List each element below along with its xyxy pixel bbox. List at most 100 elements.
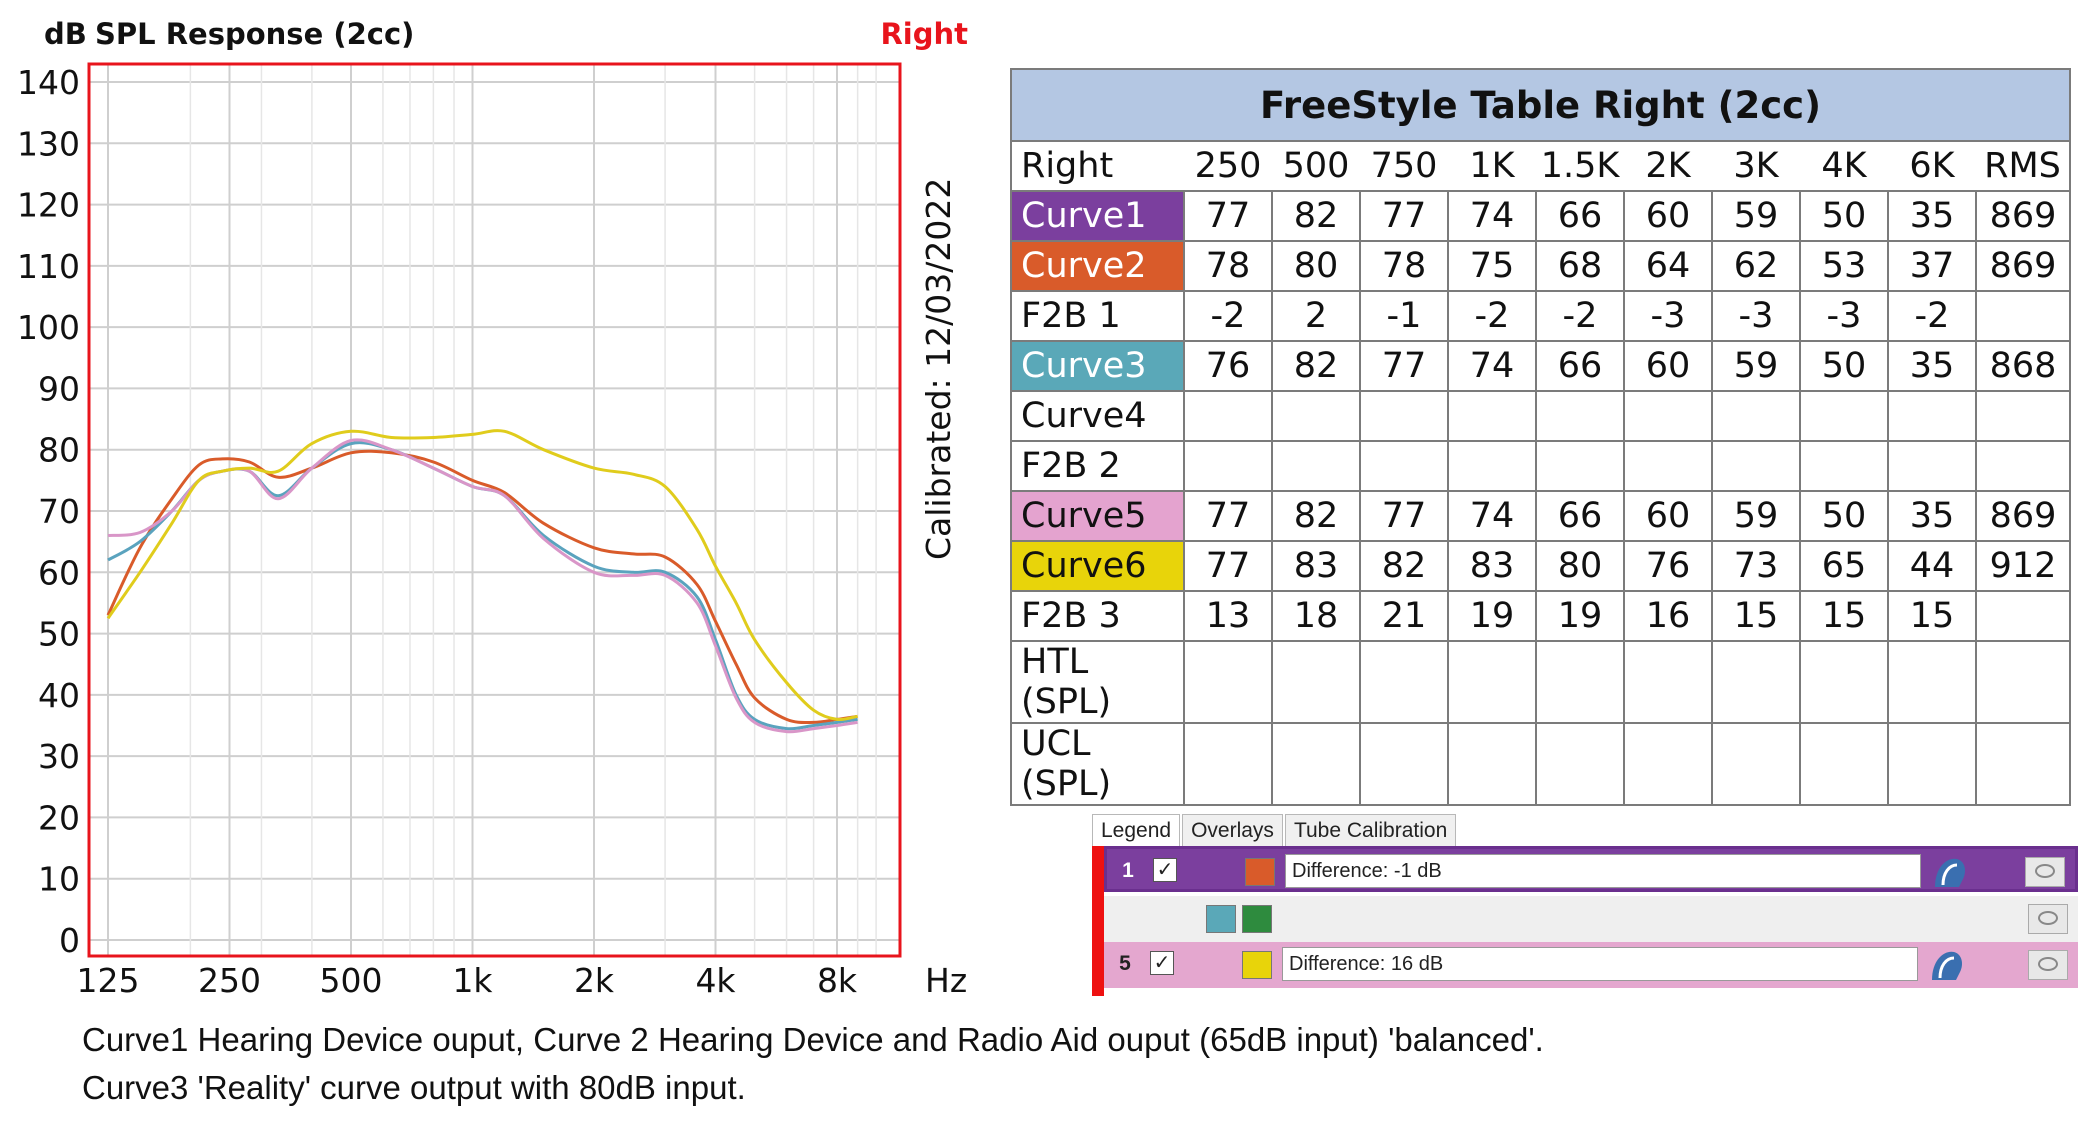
table-cell xyxy=(1711,722,1801,806)
legend-row-number: 5 xyxy=(1119,952,1131,975)
table-cell xyxy=(1799,640,1889,724)
table-cell: 62 xyxy=(1711,240,1801,292)
table-cell: 59 xyxy=(1711,490,1801,542)
table-row-label: Curve1 xyxy=(1010,190,1185,242)
y-tick-label: 140 xyxy=(17,63,80,102)
speech-bubble-icon xyxy=(2038,911,2058,925)
table-cell: 65 xyxy=(1799,540,1889,592)
table-cell: 82 xyxy=(1359,540,1449,592)
table-cell xyxy=(1447,722,1537,806)
legend-color-swatch[interactable] xyxy=(1206,905,1236,933)
table-cell xyxy=(1623,722,1713,806)
series-line-1 xyxy=(106,449,858,725)
table-cell: 60 xyxy=(1623,340,1713,392)
table-row: Curve5 77 82 77 74 66 60 59 50 35 869 xyxy=(1010,490,2071,542)
table-cell xyxy=(1183,640,1273,724)
legend-color-swatch[interactable] xyxy=(1242,951,1272,979)
table-column-header: 500 xyxy=(1272,140,1360,192)
table-cell: 868 xyxy=(1975,340,2071,392)
table-cell: 77 xyxy=(1359,490,1449,542)
table-column-header: 2K xyxy=(1624,140,1712,192)
legend-row-checkbox[interactable]: ✓ xyxy=(1150,951,1174,975)
table-cell xyxy=(1799,390,1889,442)
legend-comment-button[interactable] xyxy=(2028,950,2068,980)
table-cell: 80 xyxy=(1271,240,1361,292)
table-cell: 78 xyxy=(1359,240,1449,292)
table-cell: 869 xyxy=(1975,190,2071,242)
table-cell xyxy=(1623,640,1713,724)
table-cell: 77 xyxy=(1183,540,1273,592)
table-cell xyxy=(1623,440,1713,492)
table-cell: 18 xyxy=(1271,590,1361,642)
table-header-row: Right 250 500 750 1K 1.5K 2K 3K 4K 6K RMS xyxy=(1010,140,2071,192)
x-tick-label: 1k xyxy=(452,961,493,1000)
table-cell xyxy=(1711,440,1801,492)
table-row: Curve3 76 82 77 74 66 60 59 50 35 868 xyxy=(1010,340,2071,392)
legend-body: 1 ✓ Difference: -1 dB 5 ✓ Difference: 16… xyxy=(1092,846,2078,996)
table-cell xyxy=(1447,440,1537,492)
table-column-header: 4K xyxy=(1800,140,1888,192)
legend-row-5[interactable]: 5 ✓ Difference: 16 dB xyxy=(1104,942,2078,988)
table-cell: 19 xyxy=(1447,590,1537,642)
x-tick-label: 2k xyxy=(574,961,615,1000)
y-tick-label: 50 xyxy=(38,615,80,654)
table-cell: 74 xyxy=(1447,490,1537,542)
spl-response-chart: dB SPL Response (2cc) Right 0 10 20 30 40 50 6… xyxy=(17,17,968,1000)
legend-color-swatch[interactable] xyxy=(1242,905,1272,933)
legend-side-marker xyxy=(1092,846,1104,996)
legend-comment-button[interactable] xyxy=(2028,904,2068,934)
table-cell xyxy=(1975,440,2071,492)
legend-row-number: 1 xyxy=(1122,859,1134,882)
legend-row-checkbox[interactable]: ✓ xyxy=(1153,858,1177,882)
table-title: FreeStyle Table Right (2cc) xyxy=(1010,68,2071,142)
chart-title: SPL Response (2cc) xyxy=(95,17,414,51)
legend-difference-field[interactable]: Difference: 16 dB xyxy=(1282,947,1918,981)
table-cell xyxy=(1711,390,1801,442)
legend-row-2[interactable] xyxy=(1104,896,2078,942)
table-cell xyxy=(1271,440,1361,492)
hearing-aid-icon xyxy=(1932,951,1962,980)
y-tick-label: 30 xyxy=(38,737,80,776)
table-cell: 66 xyxy=(1535,190,1625,242)
legend-difference-field[interactable]: Difference: -1 dB xyxy=(1285,854,1921,888)
y-tick-label: 70 xyxy=(38,492,80,531)
tab-tube-calibration[interactable]: Tube Calibration xyxy=(1284,814,1457,846)
table-cell: 869 xyxy=(1975,240,2071,292)
table-cell: 35 xyxy=(1887,190,1977,242)
table-cell: 60 xyxy=(1623,490,1713,542)
ear-side-label: Right xyxy=(880,17,968,51)
table-cell: 80 xyxy=(1535,540,1625,592)
table-cell xyxy=(1359,440,1449,492)
table-row-label: Curve6 xyxy=(1010,540,1185,592)
table-cell: 912 xyxy=(1975,540,2071,592)
table-cell xyxy=(1359,390,1449,442)
table-cell: 77 xyxy=(1359,190,1449,242)
table-column-header: 6K xyxy=(1888,140,1976,192)
table-row-label: Curve5 xyxy=(1010,490,1185,542)
table-cell: 68 xyxy=(1535,240,1625,292)
table-cell: -2 xyxy=(1183,290,1273,342)
legend-comment-button[interactable] xyxy=(2025,857,2065,887)
table-cell: -3 xyxy=(1711,290,1801,342)
legend-row-1[interactable]: 1 ✓ Difference: -1 dB xyxy=(1104,846,2078,892)
table-cell: 53 xyxy=(1799,240,1889,292)
table-cell: 16 xyxy=(1623,590,1713,642)
table-cell: 74 xyxy=(1447,190,1537,242)
table-cell xyxy=(1359,722,1449,806)
table-cell: 869 xyxy=(1975,490,2071,542)
tab-overlays[interactable]: Overlays xyxy=(1182,814,1283,846)
table-row: F2B 2 xyxy=(1010,440,2071,492)
legend-color-swatch[interactable] xyxy=(1245,858,1275,886)
table-cell xyxy=(1711,640,1801,724)
table-column-header: 1.5K xyxy=(1536,140,1624,192)
table-row: Curve1 77 82 77 74 66 60 59 50 35 869 xyxy=(1010,190,2071,242)
x-axis-ticks: 125 250 500 1k 2k 4k 8k xyxy=(77,961,858,1000)
x-axis-unit-label: Hz xyxy=(925,961,967,1000)
table-cell: 75 xyxy=(1447,240,1537,292)
y-tick-label: 120 xyxy=(17,186,80,225)
table-row-label: Curve2 xyxy=(1010,240,1185,292)
tab-legend[interactable]: Legend xyxy=(1092,814,1181,846)
table-cell: 59 xyxy=(1711,190,1801,242)
table-cell xyxy=(1975,722,2071,806)
table-cell: 74 xyxy=(1447,340,1537,392)
